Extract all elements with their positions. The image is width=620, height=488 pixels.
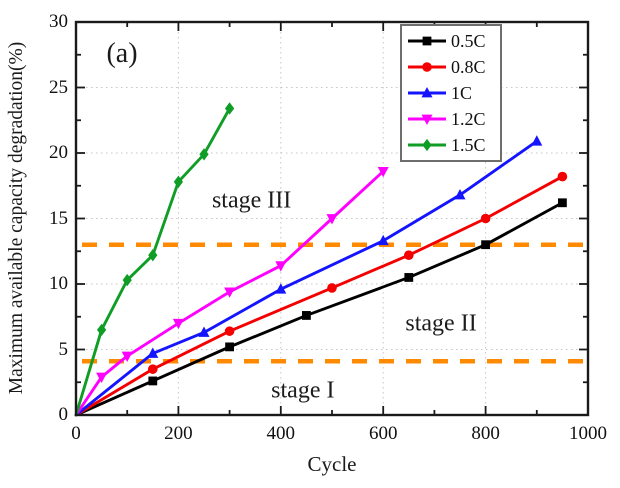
marker-square [481,240,490,250]
marker-circle [422,62,432,72]
marker-diamond [224,102,235,115]
legend-item-1c: 1C [407,80,498,106]
marker-diamond [96,323,107,337]
legend-item-15c: 1.5C [407,132,498,158]
marker-triangle-down [121,351,133,362]
marker-circle [557,171,568,182]
marker-triangle-up [377,234,389,246]
stage-ii-label: stage II [405,310,477,337]
marker-triangle-up [275,283,287,294]
legend-box: 0.5C 0.8C 1C 1.2C 1.5C [400,24,502,162]
y-tick-label: 25 [49,76,68,98]
y-tick-label: 15 [49,207,68,229]
y-tick-label: 5 [58,338,69,360]
y-tick-label: 10 [49,273,68,294]
marker-triangle-down [224,287,236,298]
legend-triangle-up-icon [408,87,446,98]
x-tick-label: 0 [71,423,81,444]
marker-triangle-up [531,135,543,146]
marker-triangle-down [421,114,433,125]
panel-label: (a) [106,38,138,69]
marker-triangle-up [421,87,433,98]
marker-triangle-up [454,188,466,200]
marker-triangle-down [326,214,338,225]
marker-diamond [148,249,158,262]
legend-label: 0.8C [451,56,486,77]
legend-circle-icon [408,62,446,72]
marker-square [148,376,158,386]
marker-diamond [422,138,432,152]
x-tick-label: 800 [471,423,500,444]
marker-square [558,198,567,208]
y-tick-label: 0 [58,404,69,425]
marker-square [225,342,234,352]
legend-label: 1.2C [451,108,486,129]
marker-square [422,36,432,46]
marker-triangle-down [96,372,108,383]
legend-label: 1C [451,82,473,103]
y-tick-label: 20 [49,142,68,163]
legend-triangle-down-icon [408,114,446,125]
marker-diamond [122,273,132,287]
marker-triangle-down [172,318,184,330]
legend-item-08c: 0.8C [407,54,498,80]
marker-circle [404,250,414,260]
legend-label: 1.5C [451,134,486,155]
marker-square [302,311,311,320]
stage-i-label: stage I [271,377,335,404]
marker-diamond [199,148,209,161]
marker-triangle-down [275,261,287,272]
stage-iii-label: stage III [211,187,292,214]
x-tick-label: 1000 [569,423,607,444]
marker-diamond [173,175,184,188]
marker-square [404,273,414,282]
legend-item-05c: 0.5C [407,28,498,54]
marker-triangle-up [198,326,210,337]
legend-label: 0.5C [451,30,486,51]
marker-triangle-up [147,347,159,358]
marker-circle [224,326,235,336]
marker-circle [148,364,158,374]
legend-square-icon [408,36,446,46]
marker-circle [327,283,337,293]
legend-diamond-icon [408,138,446,152]
y-tick-label: 30 [49,11,68,32]
x-tick-label: 600 [368,423,398,444]
legend-item-12c: 1.2C [407,106,498,132]
marker-circle [480,213,491,224]
x-axis-title: Cycle [307,452,357,476]
marker-triangle-down [377,166,389,178]
x-tick-label: 200 [164,423,193,444]
x-tick-label: 400 [266,423,296,444]
